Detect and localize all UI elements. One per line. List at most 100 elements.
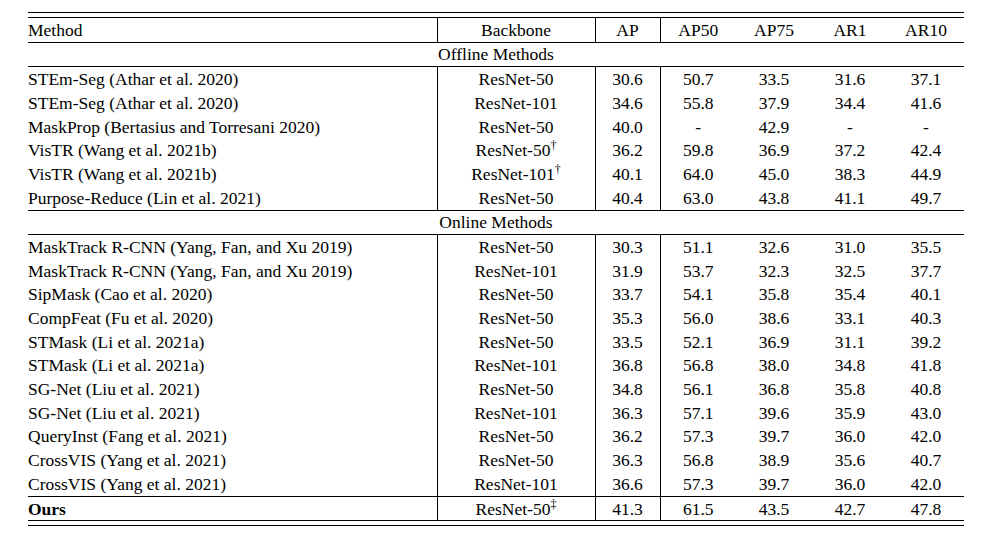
ar10-cell: - [888, 115, 964, 139]
ap-cell: 41.3 [595, 496, 660, 520]
ap75-cell: 39.7 [736, 472, 812, 496]
section-header-row: Online Methods [28, 210, 964, 235]
ar1-cell: 35.4 [812, 283, 888, 307]
table-row: MaskTrack R-CNN (Yang, Fan, and Xu 2019)… [28, 235, 964, 259]
method-cell: SG-Net (Liu et al. 2021) [28, 377, 437, 401]
ap50-cell: 54.1 [660, 283, 736, 307]
ap-cell: 36.2 [595, 138, 660, 162]
ar10-cell: 42.0 [888, 425, 964, 449]
table-row: CrossVIS (Yang et al. 2021)ResNet-5036.3… [28, 448, 964, 472]
method-cell: MaskProp (Bertasius and Torresani 2020) [28, 115, 437, 139]
ap75-cell: 32.6 [736, 235, 812, 259]
table-row: STEm-Seg (Athar et al. 2020)ResNet-10134… [28, 91, 964, 115]
ap-cell: 35.3 [595, 306, 660, 330]
method-cell: VisTR (Wang et al. 2021b) [28, 162, 437, 186]
ap50-cell: 56.8 [660, 448, 736, 472]
table-row: QueryInst (Fang et al. 2021)ResNet-5036.… [28, 425, 964, 449]
backbone-cell: ResNet-101 [437, 472, 595, 496]
backbone-name: ResNet-101 [474, 474, 558, 494]
backbone-cell: ResNet-50 [437, 330, 595, 354]
ap75-cell: 39.7 [736, 425, 812, 449]
method-cell: VisTR (Wang et al. 2021b) [28, 138, 437, 162]
ap-cell: 33.5 [595, 330, 660, 354]
ap50-cell: 57.1 [660, 401, 736, 425]
backbone-name: ResNet-50 [476, 499, 551, 519]
section-header-label: Offline Methods [28, 42, 964, 67]
backbone-name: ResNet-101 [474, 403, 558, 423]
backbone-name: ResNet-50 [479, 188, 554, 208]
backbone-cell: ResNet-101 [437, 354, 595, 378]
ap-cell: 30.3 [595, 235, 660, 259]
ar10-cell: 40.7 [888, 448, 964, 472]
backbone-name: ResNet-101 [474, 355, 558, 375]
method-cell: STMask (Li et al. 2021a) [28, 330, 437, 354]
backbone-cell: ResNet-50 [437, 115, 595, 139]
backbone-cell: ResNet-50 [437, 425, 595, 449]
ap75-cell: 43.5 [736, 496, 812, 520]
ap50-cell: 57.3 [660, 425, 736, 449]
ar10-cell: 47.8 [888, 496, 964, 520]
ap-cell: 34.8 [595, 377, 660, 401]
method-cell: CrossVIS (Yang et al. 2021) [28, 472, 437, 496]
table-row: MaskProp (Bertasius and Torresani 2020)R… [28, 115, 964, 139]
column-header-ap50: AP50 [660, 18, 736, 42]
backbone-name: ResNet-50 [479, 426, 554, 446]
backbone-name: ResNet-50 [479, 379, 554, 399]
ar10-cell: 35.5 [888, 235, 964, 259]
ap75-cell: 38.9 [736, 448, 812, 472]
ar1-cell: 34.8 [812, 354, 888, 378]
ar10-cell: 40.3 [888, 306, 964, 330]
backbone-cell: ResNet-50 [437, 448, 595, 472]
table-row: VisTR (Wang et al. 2021b)ResNet-101†40.1… [28, 162, 964, 186]
backbone-cell: ResNet-50 [437, 377, 595, 401]
backbone-cell: ResNet-101† [437, 162, 595, 186]
ap50-cell: 53.7 [660, 259, 736, 283]
backbone-cell: ResNet-50 [437, 186, 595, 210]
backbone-name: ResNet-50 [479, 69, 554, 89]
ar1-cell: 31.6 [812, 67, 888, 91]
backbone-cell: ResNet-50 [437, 283, 595, 307]
column-header-backbone: Backbone [437, 18, 595, 42]
method-cell: SG-Net (Liu et al. 2021) [28, 401, 437, 425]
ap75-cell: 42.9 [736, 115, 812, 139]
table-row: CrossVIS (Yang et al. 2021) ResNet-101 36.… [28, 472, 964, 496]
ap-cell: 36.2 [595, 425, 660, 449]
ap75-cell: 38.0 [736, 354, 812, 378]
ar10-cell: 37.7 [888, 259, 964, 283]
ap-cell: 36.3 [595, 401, 660, 425]
backbone-cell: ResNet-50‡ [437, 496, 595, 520]
ar10-cell: 41.6 [888, 91, 964, 115]
ar10-cell: 41.8 [888, 354, 964, 378]
column-header-ap: AP [595, 18, 660, 42]
table-row: SG-Net (Liu et al. 2021)ResNet-5034.856.… [28, 377, 964, 401]
section-header-row: Offline Methods [28, 42, 964, 67]
ap-cell: 36.6 [595, 472, 660, 496]
table-row: STMask (Li et al. 2021a)ResNet-5033.552.… [28, 330, 964, 354]
method-cell: STEm-Seg (Athar et al. 2020) [28, 91, 437, 115]
method-cell: MaskTrack R-CNN (Yang, Fan, and Xu 2019) [28, 259, 437, 283]
ar1-cell: 35.8 [812, 377, 888, 401]
ar1-cell: 35.6 [812, 448, 888, 472]
ar1-cell: 37.2 [812, 138, 888, 162]
table-row: VisTR (Wang et al. 2021b)ResNet-50†36.25… [28, 138, 964, 162]
ap-cell: 33.7 [595, 283, 660, 307]
method-cell: SipMask (Cao et al. 2020) [28, 283, 437, 307]
backbone-cell: ResNet-101 [437, 401, 595, 425]
ap75-cell: 39.6 [736, 401, 812, 425]
ar10-cell: 49.7 [888, 186, 964, 210]
bottom-double-rule [28, 520, 964, 526]
ar10-cell: 42.0 [888, 472, 964, 496]
backbone-cell: ResNet-50 [437, 235, 595, 259]
method-cell: Purpose-Reduce (Lin et al. 2021) [28, 186, 437, 210]
table-row: SG-Net (Liu et al. 2021) ResNet-101 36.357… [28, 401, 964, 425]
ap50-cell: 52.1 [660, 330, 736, 354]
method-cell: Ours [28, 496, 437, 520]
ap75-cell: 35.8 [736, 283, 812, 307]
ar1-cell: 35.9 [812, 401, 888, 425]
table-row: OursResNet-50‡41.361.543.542.747.8 [28, 496, 964, 520]
ap50-cell: 59.8 [660, 138, 736, 162]
ap50-cell: 61.5 [660, 496, 736, 520]
backbone-cell: ResNet-50† [437, 138, 595, 162]
ar10-cell: 42.4 [888, 138, 964, 162]
backbone-name: ResNet-101 [471, 164, 555, 184]
